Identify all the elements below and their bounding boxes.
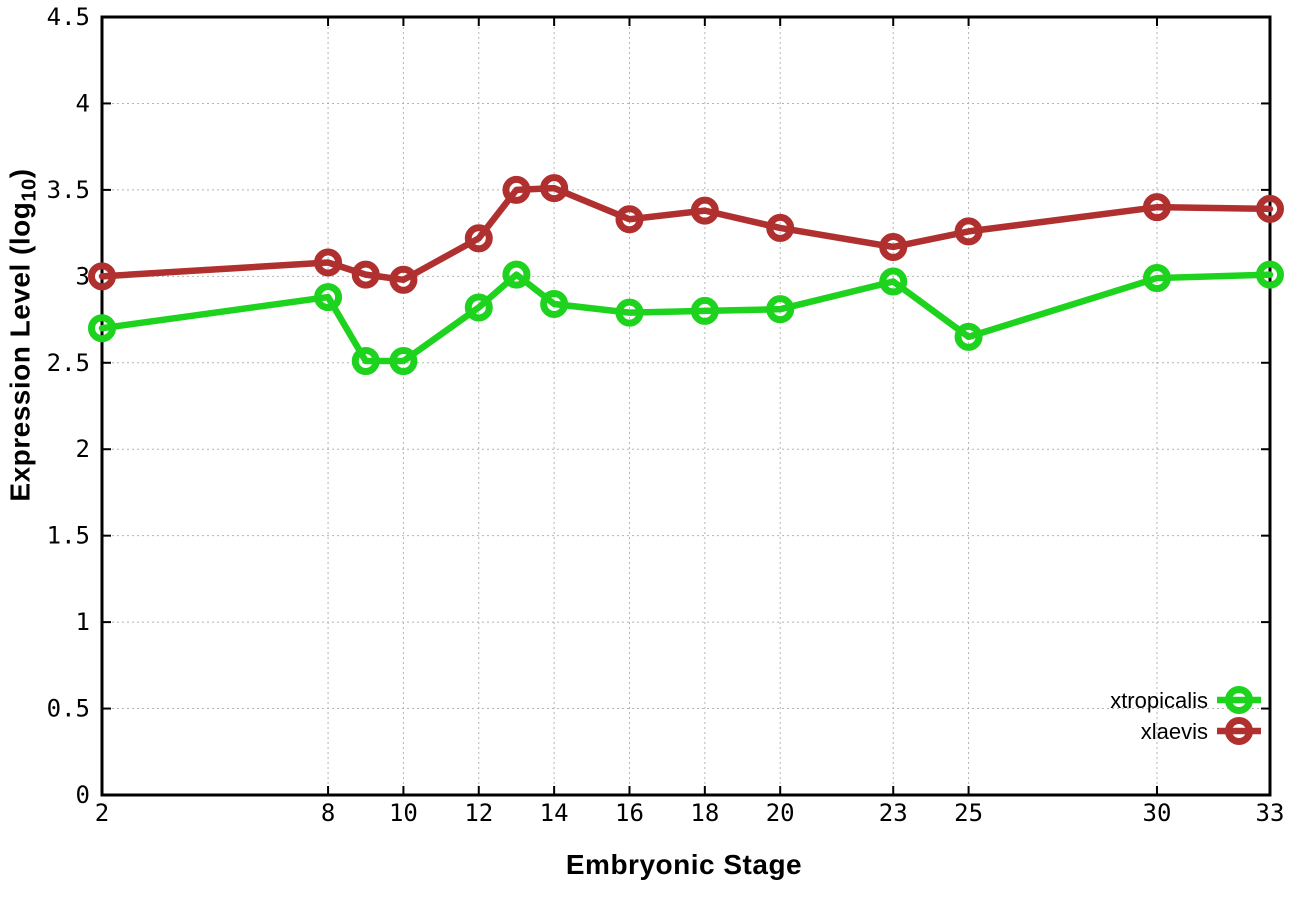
y-axis-title-close: ) [4, 168, 36, 179]
x-tick-label: 25 [954, 799, 983, 827]
data-point [389, 347, 418, 376]
y-axis-title-subscript: 10 [18, 178, 41, 202]
x-tick-label: 14 [540, 799, 569, 827]
legend: xtropicalis xlaevis [1110, 686, 1261, 745]
data-point [615, 205, 644, 234]
y-tick-label: 3 [76, 262, 90, 290]
series-line [98, 184, 1274, 284]
data-point [1256, 194, 1284, 223]
data-point [502, 260, 531, 289]
series-xlaevis [88, 174, 1284, 294]
data-point [540, 289, 569, 318]
data-point [954, 217, 983, 246]
data-point [766, 295, 795, 324]
grid [101, 16, 1271, 796]
y-axis-title-text: Expression Level (log [4, 201, 36, 502]
y-tick-label: 2 [76, 435, 90, 463]
data-point [879, 267, 908, 296]
x-tick-label: 16 [615, 799, 644, 827]
x-tick-label: 8 [321, 799, 335, 827]
x-tick-label: 23 [879, 799, 908, 827]
y-tick-label: 4 [76, 89, 90, 117]
axis-ticks: 2 8 10 12 14 16 18 20 23 25 30 33 0 0.5 1 1.5 2 2.5 3 3.5 4 4… [47, 3, 1285, 827]
y-tick-label: 4.5 [47, 3, 90, 31]
data-point [1142, 264, 1171, 293]
data-point [1256, 260, 1284, 289]
x-axis-title: Embryonic Stage [565, 849, 803, 880]
x-tick-label: 20 [766, 799, 795, 827]
data-point [314, 248, 343, 277]
x-tick-label: 2 [95, 799, 109, 827]
data-point [351, 260, 380, 289]
data-point [464, 224, 493, 253]
y-tick-label: 2.5 [47, 349, 90, 377]
data-point [690, 196, 719, 225]
legend-sample-marker [1225, 686, 1253, 714]
data-point [615, 298, 644, 327]
legend-sample-marker [1225, 717, 1253, 745]
legend-label: xlaevis [1141, 719, 1208, 744]
data-point [314, 283, 343, 312]
data-point [954, 322, 983, 351]
y-tick-label: 0.5 [47, 695, 90, 723]
y-tick-label: 1.5 [47, 522, 90, 550]
data-point [502, 175, 531, 204]
data-point [1142, 193, 1171, 222]
y-tick-label: 1 [76, 608, 90, 636]
y-tick-label: 0 [76, 781, 90, 809]
data-point [88, 314, 116, 343]
x-tick-label: 33 [1256, 799, 1285, 827]
data-point [766, 213, 795, 242]
x-tick-label: 10 [389, 799, 418, 827]
y-axis-title: Expression Level (log10) [5, 168, 42, 501]
x-tick-label: 30 [1143, 799, 1172, 827]
x-tick-label: 12 [464, 799, 493, 827]
data-point [88, 262, 116, 291]
data-point [464, 293, 493, 322]
series-line [98, 271, 1274, 365]
legend-entry-xtropicalis: xtropicalis [1110, 686, 1261, 714]
series-xtropicalis [88, 260, 1284, 376]
data-point [540, 174, 569, 203]
data-point [690, 296, 719, 325]
legend-label: xtropicalis [1110, 688, 1208, 713]
data-point [879, 232, 908, 261]
plot-border [100, 15, 1272, 797]
data-point [351, 347, 380, 376]
legend-entry-xlaevis: xlaevis [1141, 717, 1261, 745]
x-tick-label: 18 [690, 799, 719, 827]
data-point [389, 265, 418, 294]
y-tick-label: 3.5 [47, 176, 90, 204]
